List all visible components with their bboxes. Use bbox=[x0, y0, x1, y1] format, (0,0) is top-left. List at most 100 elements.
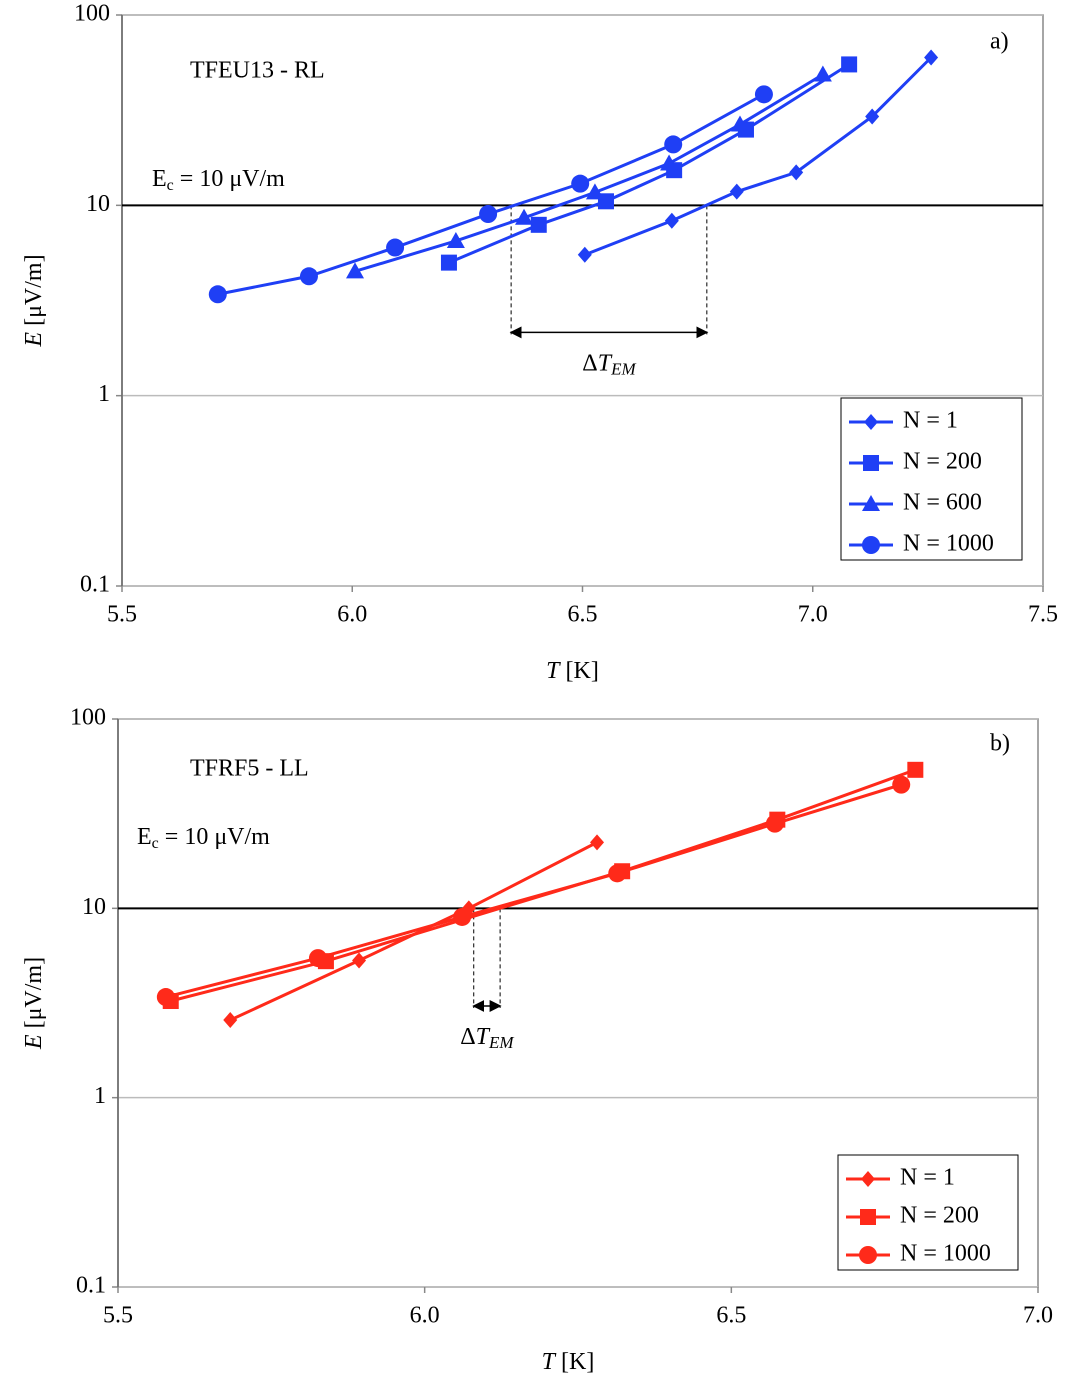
marker bbox=[352, 952, 367, 969]
y-axis-label: E [μV/m] bbox=[21, 957, 47, 1050]
y-axis-unit: [μV/m] bbox=[21, 254, 47, 332]
y-tick-label: 100 bbox=[70, 705, 106, 731]
panel-label: a) bbox=[990, 29, 1009, 55]
marker bbox=[440, 254, 457, 271]
ec-rest: = 10 μV/m bbox=[174, 166, 285, 192]
delta-label: ΔTEM bbox=[582, 350, 636, 378]
marker bbox=[585, 183, 604, 200]
marker bbox=[754, 85, 773, 104]
marker bbox=[571, 174, 590, 193]
legend-label: N = 1000 bbox=[900, 1241, 991, 1267]
x-tick-label: 7.0 bbox=[798, 602, 828, 628]
marker bbox=[446, 231, 465, 248]
ec-sub: c bbox=[152, 835, 159, 852]
marker bbox=[865, 108, 880, 125]
marker bbox=[730, 115, 749, 132]
ec-main: E bbox=[152, 166, 167, 192]
delta-symbol: Δ bbox=[582, 350, 597, 376]
marker bbox=[530, 216, 547, 233]
x-axis-var: T bbox=[546, 658, 561, 684]
marker bbox=[223, 1012, 238, 1029]
marker bbox=[924, 49, 939, 66]
legend-label: N = 600 bbox=[903, 490, 982, 516]
marker bbox=[863, 455, 879, 471]
y-axis-var: E bbox=[21, 1034, 47, 1050]
marker bbox=[864, 414, 878, 430]
chart-title: TFRF5 - LL bbox=[190, 756, 309, 782]
series-line bbox=[448, 63, 850, 265]
marker bbox=[841, 56, 858, 73]
marker bbox=[308, 949, 327, 968]
delta-sub: EM bbox=[610, 359, 636, 378]
series-line bbox=[354, 73, 824, 273]
panel-label: b) bbox=[990, 731, 1010, 757]
y-axis-var: E bbox=[21, 332, 47, 348]
y-axis-label: E [μV/m] bbox=[21, 254, 47, 347]
y-tick-label: 10 bbox=[82, 894, 106, 920]
marker bbox=[861, 1171, 875, 1187]
ec-rest: = 10 μV/m bbox=[159, 824, 270, 850]
marker bbox=[590, 834, 605, 851]
legend-label: N = 1 bbox=[900, 1165, 955, 1191]
marker bbox=[660, 154, 679, 171]
x-tick-label: 6.5 bbox=[568, 602, 598, 628]
ec-sub: c bbox=[167, 177, 174, 194]
marker bbox=[729, 183, 744, 200]
marker bbox=[346, 262, 365, 279]
series-line bbox=[584, 56, 933, 257]
legend-label: N = 200 bbox=[900, 1203, 979, 1229]
series-line bbox=[217, 93, 765, 296]
y-tick-label: 1 bbox=[94, 1083, 106, 1109]
ec-label: Ec = 10 μV/m bbox=[137, 824, 270, 852]
marker bbox=[386, 238, 405, 257]
delta-var: T bbox=[598, 350, 613, 376]
ec-main: E bbox=[137, 824, 152, 850]
x-tick-label: 6.0 bbox=[410, 1303, 440, 1329]
ec-label: Ec = 10 μV/m bbox=[152, 166, 285, 194]
marker bbox=[862, 495, 880, 511]
y-tick-label: 10 bbox=[86, 191, 110, 217]
marker bbox=[479, 205, 498, 224]
x-tick-label: 6.5 bbox=[716, 1303, 746, 1329]
marker bbox=[608, 864, 627, 883]
delta-var: T bbox=[476, 1023, 491, 1049]
x-tick-label: 7.0 bbox=[1023, 1303, 1053, 1329]
marker bbox=[813, 65, 832, 82]
x-axis-var: T bbox=[542, 1349, 557, 1375]
y-tick-label: 100 bbox=[74, 1, 110, 27]
marker bbox=[907, 761, 924, 778]
marker bbox=[156, 988, 175, 1007]
x-axis-unit: [K] bbox=[555, 1349, 594, 1375]
marker bbox=[515, 208, 534, 225]
legend-label: N = 200 bbox=[903, 449, 982, 475]
marker bbox=[664, 212, 679, 229]
marker bbox=[453, 907, 472, 926]
delta-sub: EM bbox=[488, 1033, 514, 1052]
x-tick-label: 5.5 bbox=[103, 1303, 133, 1329]
delta-symbol: Δ bbox=[460, 1023, 475, 1049]
x-tick-label: 6.0 bbox=[337, 602, 367, 628]
legend-label: N = 1000 bbox=[903, 531, 994, 557]
legend-label: N = 1 bbox=[903, 408, 958, 434]
y-axis-unit: [μV/m] bbox=[21, 957, 47, 1035]
marker bbox=[862, 536, 880, 554]
marker bbox=[208, 285, 227, 304]
marker bbox=[789, 164, 804, 181]
marker bbox=[860, 1209, 876, 1225]
marker bbox=[664, 135, 683, 154]
chart-title: TFEU13 - RL bbox=[190, 58, 325, 84]
x-tick-label: 5.5 bbox=[107, 602, 137, 628]
x-tick-label: 7.5 bbox=[1028, 602, 1058, 628]
marker bbox=[859, 1246, 877, 1264]
x-axis-label: T [K] bbox=[542, 1349, 595, 1375]
x-axis-label: T [K] bbox=[546, 658, 599, 684]
delta-label: ΔTEM bbox=[460, 1023, 514, 1051]
y-tick-label: 1 bbox=[98, 381, 110, 407]
marker bbox=[892, 775, 911, 794]
y-tick-label: 0.1 bbox=[80, 572, 110, 598]
marker bbox=[577, 246, 592, 263]
series-line bbox=[165, 783, 902, 999]
y-tick-label: 0.1 bbox=[76, 1273, 106, 1299]
